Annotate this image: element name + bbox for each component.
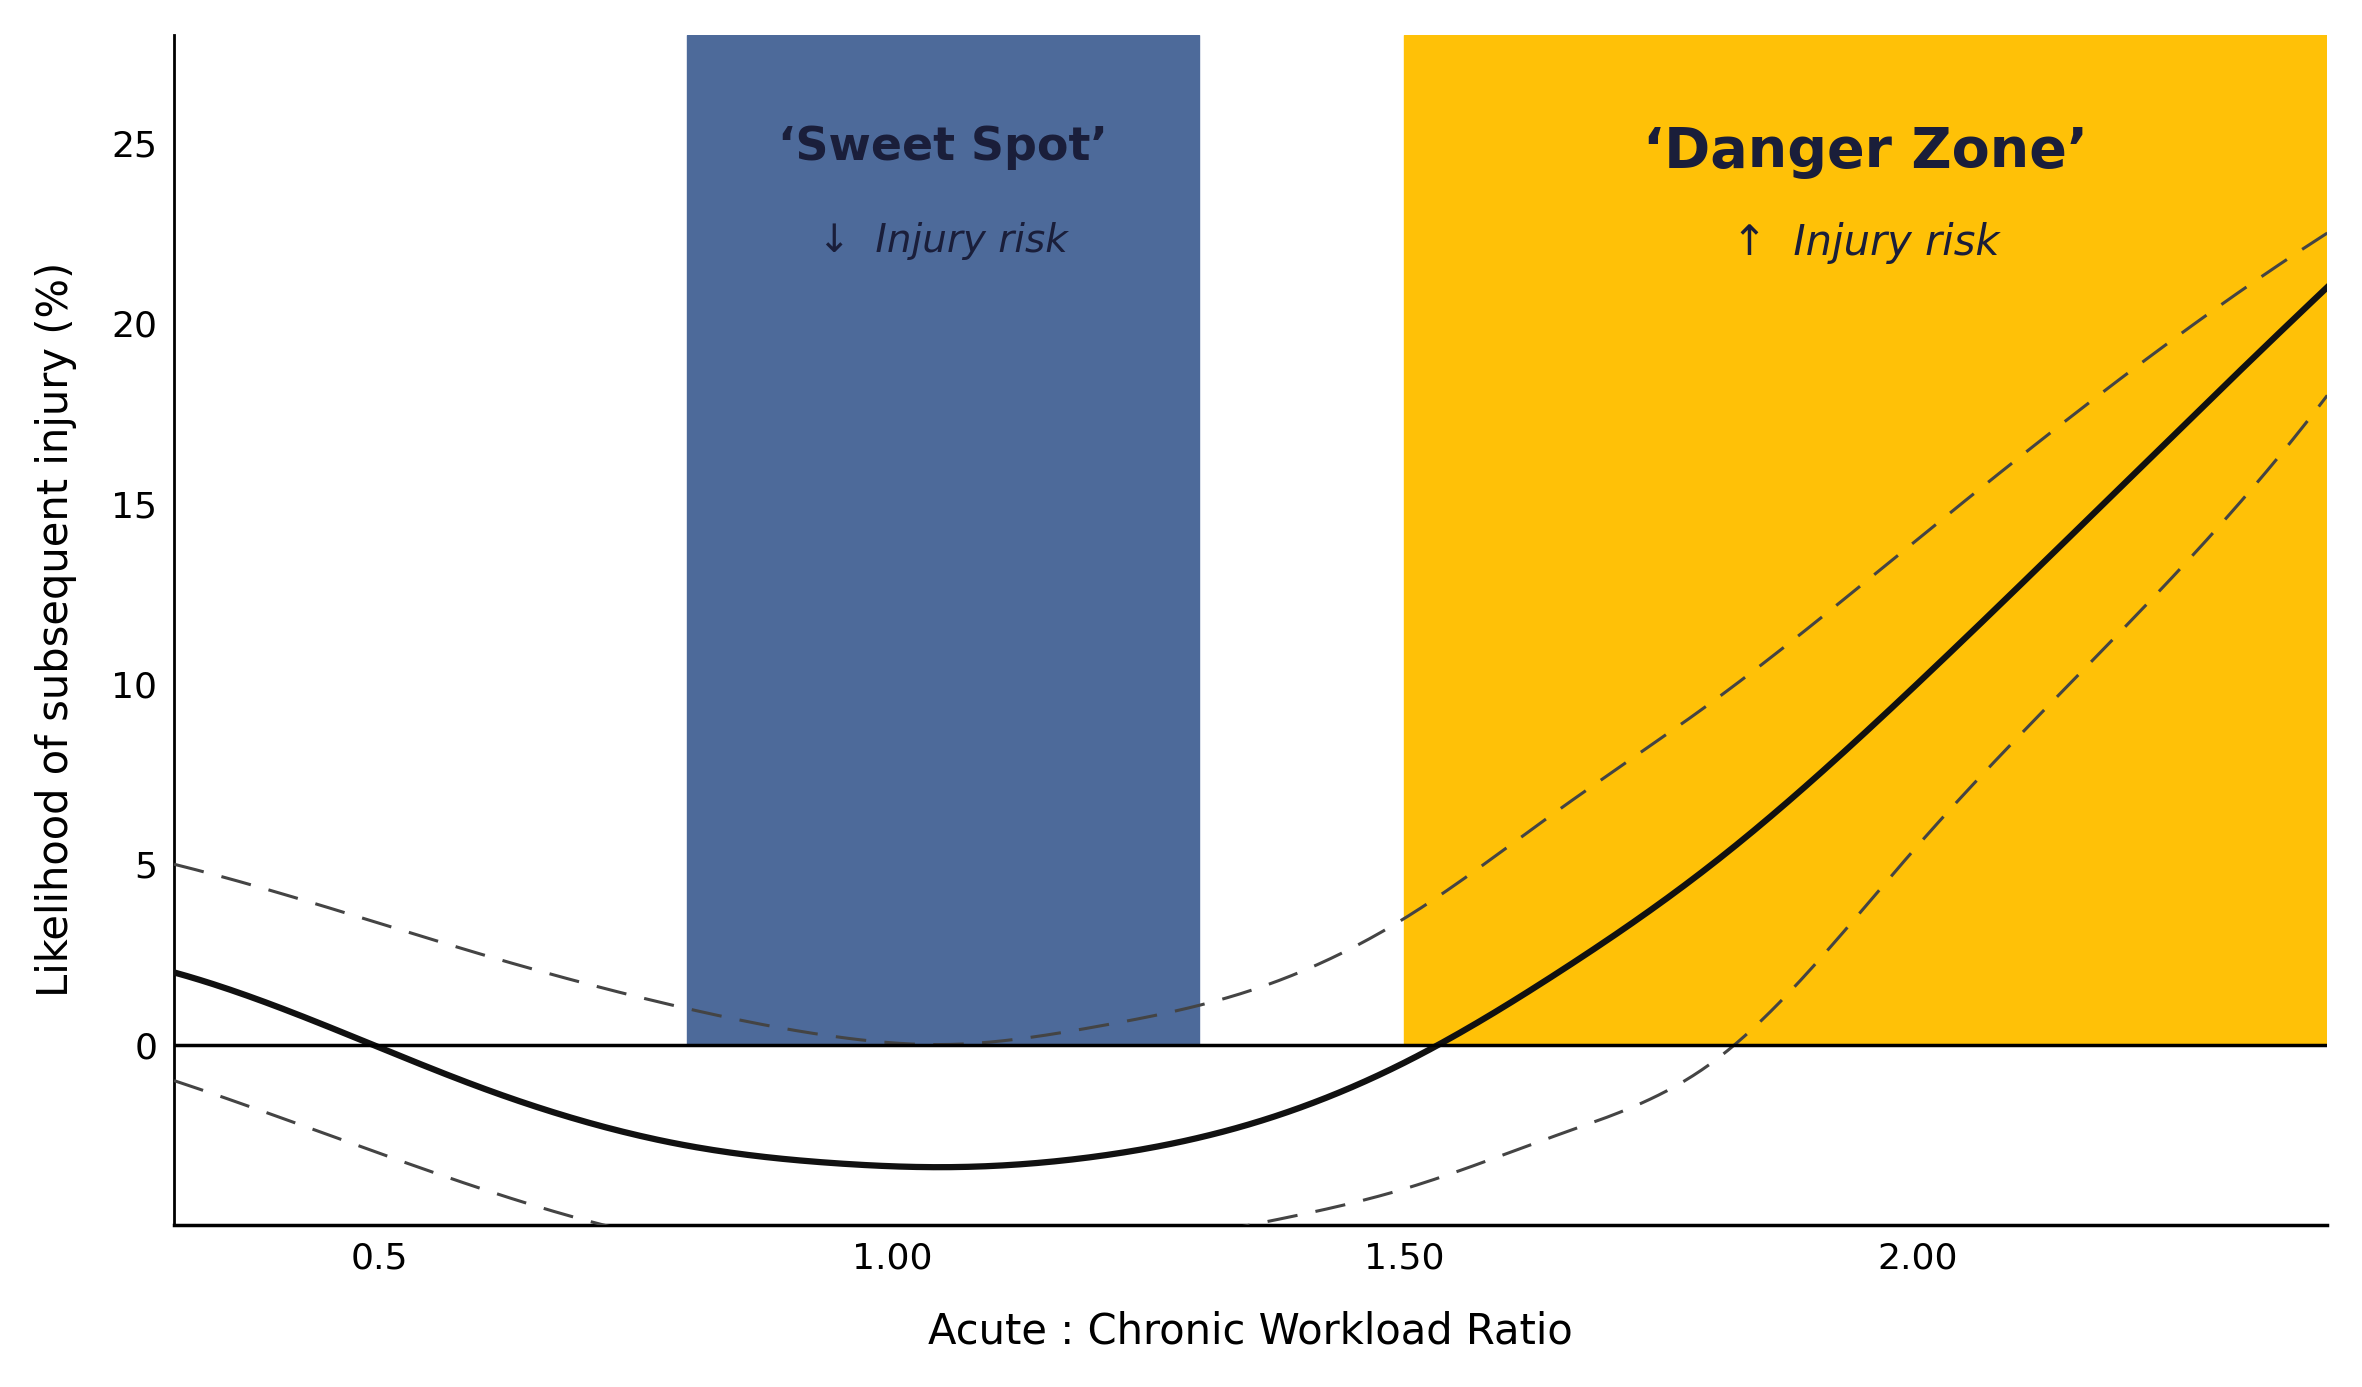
- Bar: [1405, 35, 2327, 1044]
- Text: ↑  Injury risk: ↑ Injury risk: [1731, 222, 2001, 265]
- X-axis label: Acute : Chronic Workload Ratio: Acute : Chronic Workload Ratio: [928, 1311, 1573, 1352]
- Text: ↓  Injury risk: ↓ Injury risk: [817, 222, 1068, 261]
- Bar: [687, 35, 1200, 1044]
- Text: ‘Danger Zone’: ‘Danger Zone’: [1644, 125, 2088, 179]
- Text: ‘Sweet Spot’: ‘Sweet Spot’: [777, 125, 1108, 169]
- Y-axis label: Likelihood of subsequent injury (%): Likelihood of subsequent injury (%): [35, 262, 76, 997]
